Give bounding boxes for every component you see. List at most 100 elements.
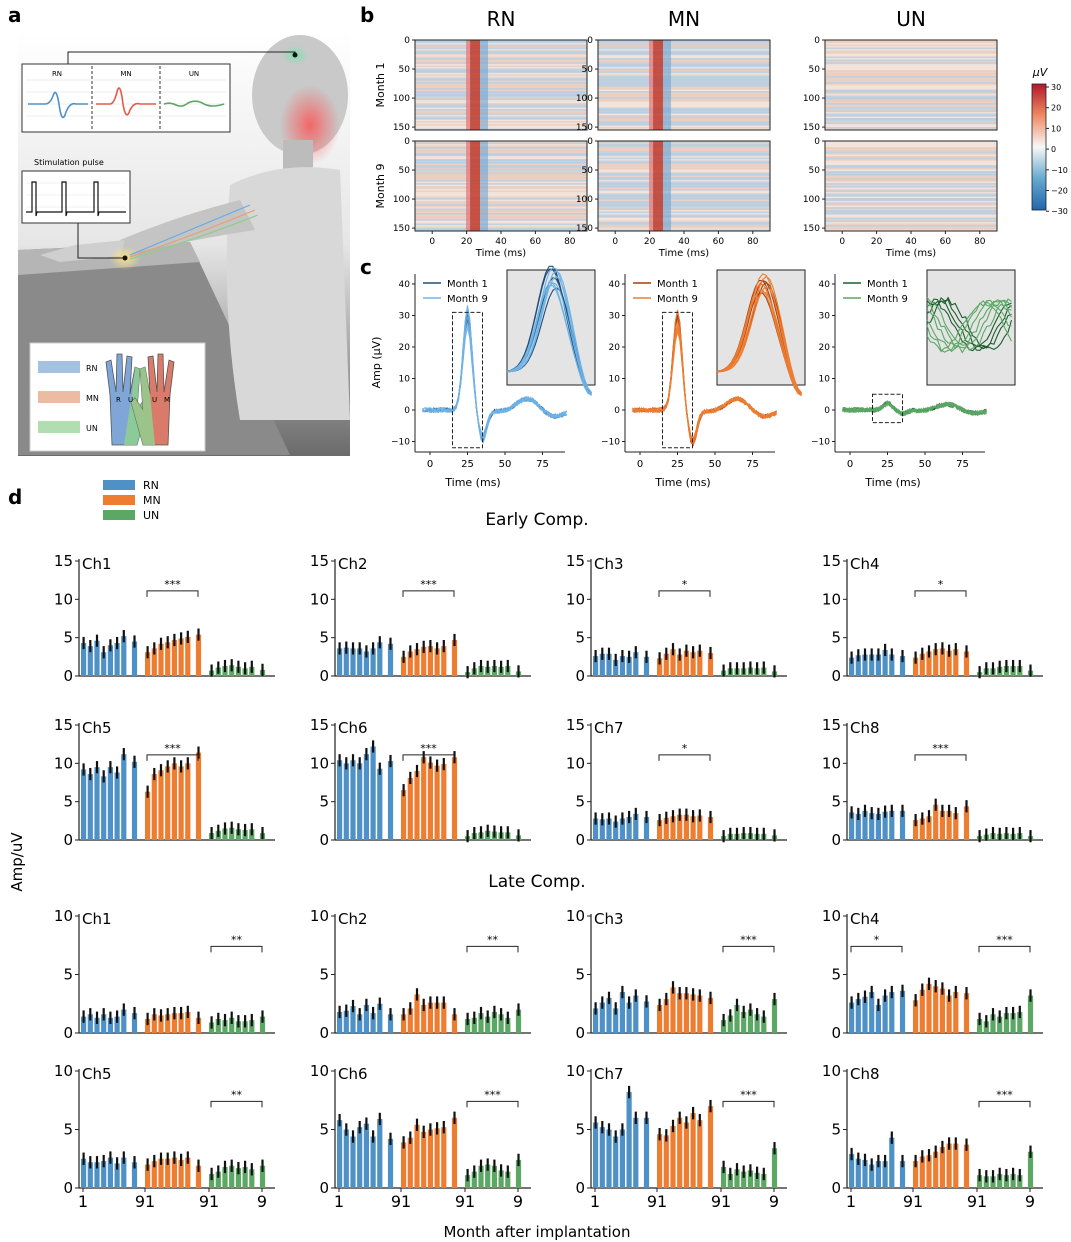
heatmap-trace-row xyxy=(825,145,997,148)
bar-mn-month-4 xyxy=(165,766,171,840)
bar-rn-month-1 xyxy=(337,1011,343,1033)
heatmap-trace-row xyxy=(415,141,587,143)
bar-mn-month-2 xyxy=(919,989,925,1033)
bar-mn-month-7 xyxy=(441,1002,447,1033)
significance-bracket xyxy=(914,590,967,597)
bar-rn-month-1 xyxy=(593,1122,599,1188)
heatmap-trace-row xyxy=(415,112,587,114)
bar-mn-month-8 xyxy=(195,634,202,676)
heatmap-trace-row xyxy=(825,163,997,166)
hand-legend-box: RN MN UN R U U M xyxy=(29,342,206,452)
bar-mn-month-7 xyxy=(185,1157,191,1188)
heatmap-trace-row xyxy=(598,95,770,98)
heatmap-trace-row xyxy=(598,193,770,196)
heatmap-y-tick-label: 150 xyxy=(393,123,410,133)
heatmap-y-tick-label: 50 xyxy=(809,166,821,176)
bar-x-tick-label: 1 xyxy=(590,1192,600,1211)
heatmap-trace-row xyxy=(598,76,770,78)
bar-rn-month-8 xyxy=(899,1161,906,1188)
bar-rn-month-3 xyxy=(862,996,868,1033)
waveform-zoom-box xyxy=(872,393,903,424)
heatmap-trace-row xyxy=(598,201,770,203)
bar-rn-month-1 xyxy=(593,1008,599,1033)
waveform-x-tick-label: 75 xyxy=(956,459,969,470)
heatmap-trace-row xyxy=(415,41,587,44)
bar-rn-month-2 xyxy=(599,1002,605,1033)
heatmap-trace-row xyxy=(825,125,997,128)
bar-panel-early-ch3: 0 5 10 15 Ch3 * xyxy=(566,552,787,685)
legend-swatch-un xyxy=(103,510,135,520)
heatmap-trace-row xyxy=(598,74,770,77)
bar-y-tick-label: 0 xyxy=(63,1179,73,1197)
bar-y-tick-label: 0 xyxy=(575,1024,585,1042)
heatmap-trace-row xyxy=(415,199,587,202)
bar-rn-month-7 xyxy=(633,1117,639,1188)
bar-mn-month-5 xyxy=(939,988,945,1033)
heatmap-trace-row xyxy=(598,59,770,62)
bar-rn-month-3 xyxy=(350,648,356,676)
signal-label-un: UN xyxy=(189,70,199,78)
heatmap-trace-row xyxy=(825,175,997,178)
bar-mn-month-5 xyxy=(171,1157,177,1188)
heatmap-trace-row xyxy=(825,52,997,54)
channel-title: Ch5 xyxy=(82,719,112,737)
bar-un-month-6 xyxy=(242,1166,248,1188)
heatmap-trace-row xyxy=(825,156,997,158)
waveform-y-tick-label: 40 xyxy=(819,280,831,290)
waveform-x-tick-label: 50 xyxy=(919,459,932,470)
heatmap-trace-row xyxy=(415,121,587,123)
bar-mn-month-5 xyxy=(171,763,177,840)
bar-rn-month-4 xyxy=(357,1127,363,1188)
heatmap-trace-row xyxy=(598,89,770,92)
heatmap-trace-row xyxy=(598,119,770,122)
bar-rn-month-5 xyxy=(107,1017,113,1033)
bar-rn-month-1 xyxy=(593,656,599,676)
heatmap-trace-row xyxy=(598,79,770,81)
bar-y-tick-label: 10 xyxy=(822,590,841,608)
significance-stars: * xyxy=(682,742,688,755)
heatmap-trace-row xyxy=(598,157,770,160)
heatmap-rn-2: 0 50 100 150 0 20 40 60 80 Time (ms) xyxy=(393,137,588,259)
heatmap-response-trough xyxy=(480,40,489,130)
heatmap-trace-row xyxy=(598,116,770,119)
bar-un-month-4 xyxy=(997,1173,1003,1188)
bar-y-tick-label: 15 xyxy=(822,552,841,570)
bar-mn-month-2 xyxy=(919,1156,925,1188)
heatmap-trace-row xyxy=(598,40,770,42)
heatmap-trace-row xyxy=(415,70,587,72)
bar-panel-early-ch5: 0 5 10 15 Ch5 *** xyxy=(54,716,275,849)
heatmap-trace-row xyxy=(825,124,997,126)
heatmap-trace-row xyxy=(598,109,770,111)
bar-un-month-8 xyxy=(771,1148,778,1188)
bar-un-month-2 xyxy=(215,1018,221,1033)
heatmap-trace-row xyxy=(415,47,587,50)
heatmap-x-tick-label: 80 xyxy=(747,237,759,247)
bar-rn-month-7 xyxy=(633,813,639,840)
colorbar-tick-label: −20 xyxy=(1051,187,1068,196)
inset-trace xyxy=(716,291,802,396)
heatmap-trace-row xyxy=(598,142,770,145)
bar-rn-month-1 xyxy=(849,657,855,676)
bar-rn-month-7 xyxy=(377,1118,383,1188)
heatmap-x-tick-label: 0 xyxy=(429,237,435,247)
heatmap-trace-row xyxy=(598,159,770,161)
bar-un-month-5 xyxy=(747,1009,753,1033)
heatmap-trace-row xyxy=(415,222,587,224)
bar-rn-month-5 xyxy=(363,754,369,840)
bar-mn-month-1 xyxy=(401,1142,407,1188)
heatmap-trace-row xyxy=(825,166,997,169)
waveform-y-tick-label: 10 xyxy=(609,375,621,385)
bar-y-tick-label: 5 xyxy=(575,966,585,984)
heatmap-trace-row xyxy=(825,180,997,182)
heatmap-x-tick-label: 80 xyxy=(974,237,986,247)
heatmap-trace-row xyxy=(598,213,770,215)
colorbar-tick-label: −10 xyxy=(1051,166,1068,175)
bar-y-tick-label: 15 xyxy=(566,552,585,570)
heatmap-trace-row xyxy=(598,204,770,206)
legend-label-un: UN xyxy=(143,509,159,522)
heatmap-x-tick-label: 40 xyxy=(678,237,690,247)
bar-mn-month-4 xyxy=(421,1004,427,1033)
bar-mn-month-6 xyxy=(690,816,696,840)
bar-rn-month-1 xyxy=(849,1002,855,1033)
heatmap-frame xyxy=(597,39,771,131)
